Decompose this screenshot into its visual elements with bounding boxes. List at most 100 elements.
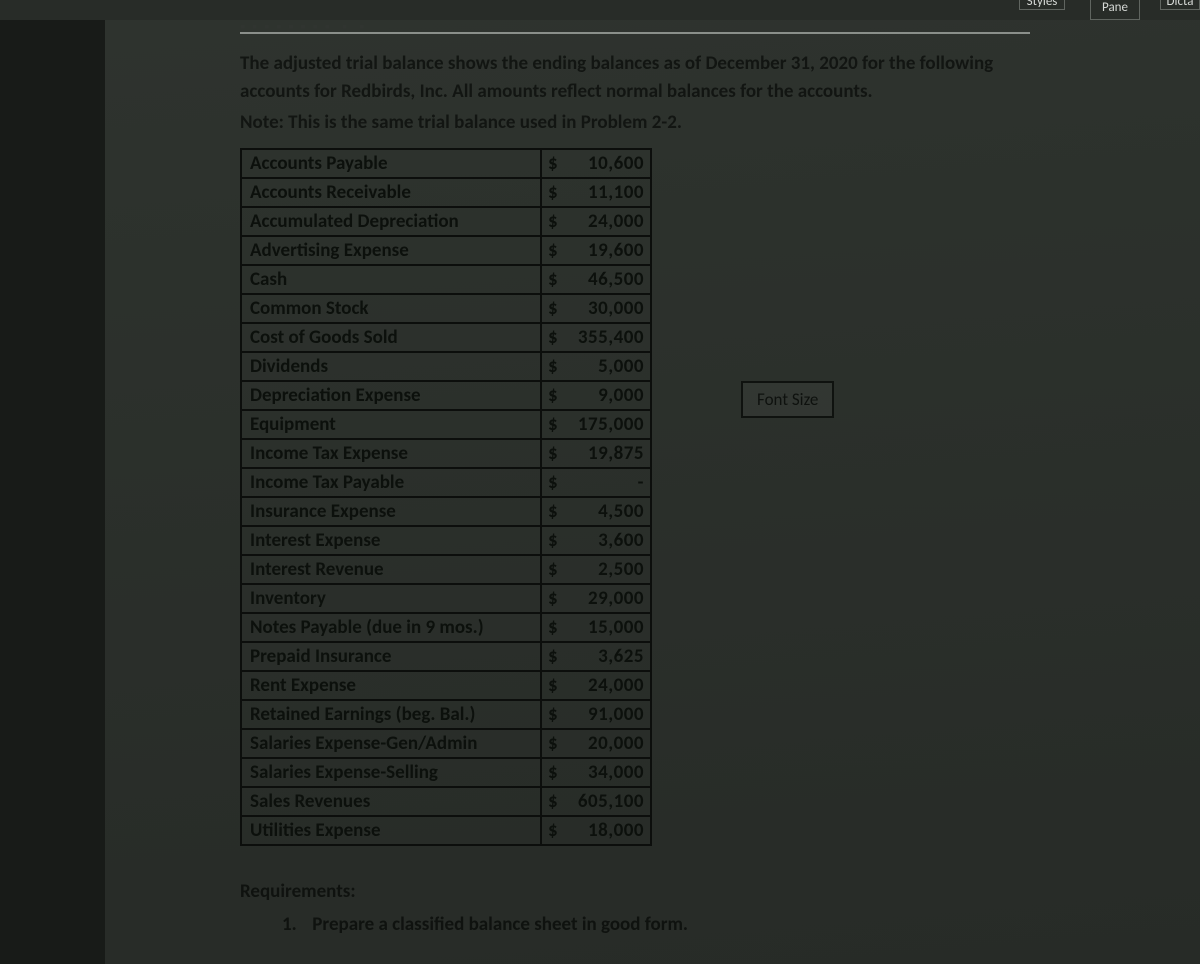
amount-value: 24,000 — [558, 674, 644, 697]
table-row: Interest Expense$3,600 — [241, 526, 651, 555]
currency-symbol: $ — [548, 355, 558, 378]
table-row: Equipment$175,000 — [241, 410, 651, 439]
currency-symbol: $ — [548, 761, 558, 784]
table-row: Retained Earnings (beg. Bal.)$91,000 — [241, 700, 651, 729]
font-size-button[interactable]: Font Size — [741, 381, 834, 418]
currency-symbol: $ — [548, 587, 558, 610]
amount-cell: $30,000 — [541, 294, 651, 323]
table-row: Advertising Expense$19,600 — [241, 236, 651, 265]
currency-symbol: $ — [548, 819, 558, 842]
amount-value: 2,500 — [558, 558, 644, 581]
account-name-cell: Accumulated Depreciation — [241, 207, 541, 236]
redacted-header: ▪ ▪ ▪ ▪ ▪ ▪ ▪ ▪ ▪ ▪ — [240, 18, 366, 35]
currency-symbol: $ — [548, 703, 558, 726]
amount-value: 9,000 — [558, 384, 644, 407]
amount-cell: $175,000 — [541, 410, 651, 439]
currency-symbol: $ — [548, 152, 558, 175]
amount-value: 605,100 — [558, 790, 644, 813]
ribbon-group-styles[interactable]: Styles — [1019, 0, 1065, 10]
currency-symbol: $ — [548, 239, 558, 262]
currency-symbol: $ — [548, 500, 558, 523]
account-name-cell: Income Tax Expense — [241, 439, 541, 468]
amount-cell: $19,600 — [541, 236, 651, 265]
ribbon-fragment: Styles Pane Dicta — [0, 0, 1200, 20]
table-row: Inventory$29,000 — [241, 584, 651, 613]
account-name-cell: Equipment — [241, 410, 541, 439]
requirement-number: 1. — [282, 913, 308, 936]
amount-cell: $46,500 — [541, 265, 651, 294]
account-name-cell: Depreciation Expense — [241, 381, 541, 410]
currency-symbol: $ — [548, 384, 558, 407]
currency-symbol: $ — [548, 674, 558, 697]
amount-value: 5,000 — [558, 355, 644, 378]
account-name-cell: Retained Earnings (beg. Bal.) — [241, 700, 541, 729]
document-page: ▪ ▪ ▪ ▪ ▪ ▪ ▪ ▪ ▪ ▪ The adjusted trial b… — [105, 20, 1200, 964]
amount-cell: $15,000 — [541, 613, 651, 642]
amount-value: 3,625 — [558, 645, 644, 668]
amount-value: 19,875 — [558, 442, 644, 465]
account-name-cell: Accounts Receivable — [241, 178, 541, 207]
amount-cell: $9,000 — [541, 381, 651, 410]
intro-paragraph: The adjusted trial balance shows the end… — [240, 50, 1060, 105]
table-row: Prepaid Insurance$3,625 — [241, 642, 651, 671]
account-name-cell: Cost of Goods Sold — [241, 323, 541, 352]
amount-cell: $18,000 — [541, 816, 651, 845]
currency-symbol: $ — [548, 529, 558, 552]
intro-line-2: accounts for Redbirds, Inc. All amounts … — [240, 80, 873, 103]
currency-symbol: $ — [548, 616, 558, 639]
account-name-cell: Cash — [241, 265, 541, 294]
left-gutter — [0, 0, 105, 964]
table-row: Common Stock$30,000 — [241, 294, 651, 323]
amount-cell: $20,000 — [541, 729, 651, 758]
table-row: Accumulated Depreciation$24,000 — [241, 207, 651, 236]
table-row: Salaries Expense-Selling$34,000 — [241, 758, 651, 787]
table-row: Cost of Goods Sold$355,400 — [241, 323, 651, 352]
currency-symbol: $ — [548, 297, 558, 320]
amount-value: 46,500 — [558, 268, 644, 291]
ribbon-group-pane[interactable]: Pane — [1090, 0, 1140, 20]
account-name-cell: Rent Expense — [241, 671, 541, 700]
intro-note: Note: This is the same trial balance use… — [240, 111, 1060, 134]
amount-cell: $355,400 — [541, 323, 651, 352]
amount-cell: $91,000 — [541, 700, 651, 729]
account-name-cell: Accounts Payable — [241, 149, 541, 178]
table-row: Accounts Receivable$11,100 — [241, 178, 651, 207]
table-row: Depreciation Expense$9,000 — [241, 381, 651, 410]
currency-symbol: $ — [548, 442, 558, 465]
amount-cell: $5,000 — [541, 352, 651, 381]
amount-cell: $29,000 — [541, 584, 651, 613]
amount-cell: $24,000 — [541, 671, 651, 700]
amount-cell: $24,000 — [541, 207, 651, 236]
amount-value: 34,000 — [558, 761, 644, 784]
amount-value: 30,000 — [558, 297, 644, 320]
currency-symbol: $ — [548, 268, 558, 291]
table-row: Sales Revenues $605,100 — [241, 787, 651, 816]
app-window: Styles Pane Dicta ▪ ▪ ▪ ▪ ▪ ▪ ▪ ▪ ▪ ▪ Th… — [0, 0, 1200, 964]
account-name-cell: Salaries Expense-Gen/Admin — [241, 729, 541, 758]
amount-value: 10,600 — [558, 152, 644, 175]
table-row: Income Tax Payable$- — [241, 468, 651, 497]
table-row: Accounts Payable $10,600 — [241, 149, 651, 178]
amount-value: 355,400 — [558, 326, 644, 349]
amount-value: 18,000 — [558, 819, 644, 842]
account-name-cell: Income Tax Payable — [241, 468, 541, 497]
account-name-cell: Common Stock — [241, 294, 541, 323]
account-name-cell: Dividends — [241, 352, 541, 381]
table-row: Salaries Expense-Gen/Admin$20,000 — [241, 729, 651, 758]
currency-symbol: $ — [548, 790, 558, 813]
amount-cell: $34,000 — [541, 758, 651, 787]
currency-symbol: $ — [548, 732, 558, 755]
account-name-cell: Sales Revenues — [241, 787, 541, 816]
currency-symbol: $ — [548, 181, 558, 204]
ribbon-group-dictate[interactable]: Dicta — [1160, 0, 1200, 10]
currency-symbol: $ — [548, 413, 558, 436]
account-name-cell: Salaries Expense-Selling — [241, 758, 541, 787]
table-row: Rent Expense$24,000 — [241, 671, 651, 700]
amount-cell: $- — [541, 468, 651, 497]
currency-symbol: $ — [548, 558, 558, 581]
amount-value: 15,000 — [558, 616, 644, 639]
amount-cell: $4,500 — [541, 497, 651, 526]
trial-balance-table: Accounts Payable $10,600 Accounts Receivab… — [240, 148, 652, 846]
amount-value: 24,000 — [558, 210, 644, 233]
account-name-cell: Interest Expense — [241, 526, 541, 555]
